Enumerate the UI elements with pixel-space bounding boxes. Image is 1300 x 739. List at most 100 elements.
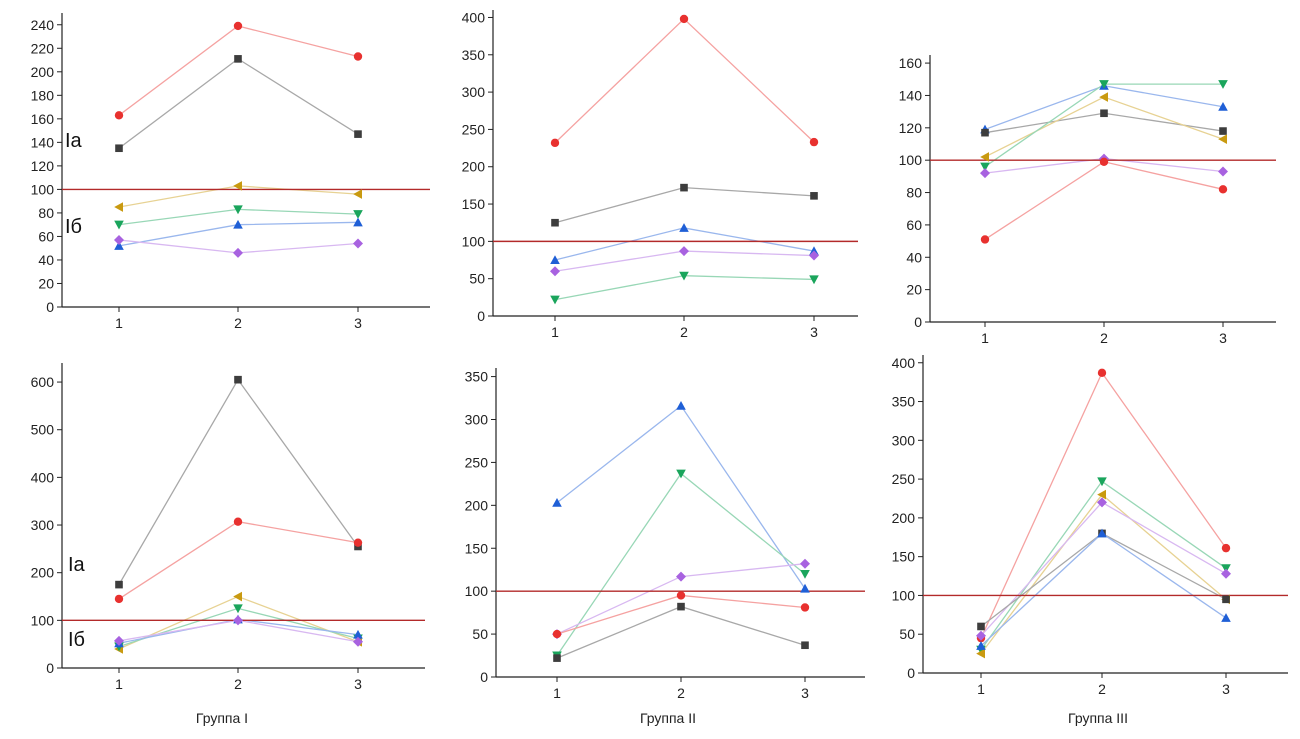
data-point-triangle-left — [976, 648, 985, 659]
data-point-circle — [233, 21, 243, 31]
data-point-diamond — [679, 246, 689, 257]
data-point-circle — [800, 603, 810, 612]
data-point-triangle-up — [233, 219, 243, 229]
y-tick-label: 300 — [462, 84, 486, 100]
data-point-triangle-left — [233, 591, 242, 602]
y-tick-label: 120 — [899, 120, 923, 136]
data-point-diamond — [233, 247, 243, 258]
data-point-triangle-down — [676, 469, 686, 479]
y-tick-label: 20 — [906, 282, 922, 298]
x-tick-label: 1 — [977, 681, 985, 697]
y-tick-label: 250 — [892, 471, 916, 487]
y-tick-label: 250 — [465, 454, 489, 470]
y-tick-label: 200 — [31, 565, 55, 581]
y-tick-label: 400 — [31, 469, 55, 485]
y-tick-label: 350 — [892, 394, 916, 410]
data-point-triangle-up — [976, 641, 986, 650]
series-line-square — [554, 186, 815, 224]
series-line-triangle-up — [556, 404, 806, 589]
x-tick-label: 2 — [1098, 681, 1106, 697]
series-line-triangle-left — [980, 493, 1227, 655]
series-line-triangle-down — [118, 607, 359, 648]
data-point-square — [553, 654, 561, 662]
y-tick-label: 200 — [465, 497, 489, 513]
data-point-diamond — [800, 558, 810, 569]
group-label: Группа II — [640, 710, 696, 726]
y-tick-label: 500 — [31, 422, 55, 438]
y-tick-label: 0 — [46, 299, 54, 315]
group-label: Группа I — [196, 710, 248, 726]
y-tick-label: 160 — [31, 111, 55, 127]
x-tick-label: 2 — [234, 676, 242, 692]
y-tick-label: 100 — [465, 583, 489, 599]
y-tick-label: 60 — [906, 217, 922, 233]
data-point-circle — [233, 517, 243, 526]
group-label: Группа III — [1068, 710, 1128, 726]
x-tick-label: 3 — [810, 324, 818, 340]
data-point-triangle-up — [1097, 528, 1107, 538]
chart-panel-bottom-middle: 0 50 100 150 200 250 300 350 1 2 3 Группа II — [465, 368, 865, 726]
y-tick-label: 160 — [899, 55, 923, 71]
series-line-triangle-down — [980, 480, 1227, 651]
y-tick-label: 250 — [462, 121, 486, 137]
y-tick-label: 400 — [462, 9, 486, 25]
y-tick-label: 0 — [907, 665, 915, 681]
data-point-triangle-down — [1221, 564, 1231, 574]
y-tick-label: 0 — [914, 314, 922, 330]
data-point-square — [977, 622, 985, 631]
y-tick-label: 0 — [480, 669, 488, 685]
data-point-diamond — [1221, 568, 1231, 579]
y-tick-label: 100 — [899, 152, 923, 168]
data-point-circle — [1097, 368, 1107, 378]
zone-label: Ia — [68, 554, 86, 576]
data-point-circle — [550, 138, 560, 148]
data-point-triangle-up — [1221, 613, 1231, 622]
data-point-triangle-down — [233, 604, 243, 614]
data-point-square — [1222, 595, 1230, 604]
data-point-triangle-down — [980, 162, 990, 172]
x-tick-label: 1 — [553, 685, 561, 701]
data-point-square — [234, 55, 242, 63]
y-tick-label: 200 — [462, 159, 486, 175]
y-tick-label: 100 — [31, 181, 55, 197]
data-point-triangle-down — [1097, 477, 1107, 487]
x-tick-label: 1 — [115, 315, 123, 331]
y-tick-label: 50 — [472, 626, 488, 642]
x-tick-label: 2 — [680, 324, 688, 340]
data-point-triangle-up — [550, 255, 560, 265]
series-line-square — [118, 378, 359, 585]
data-point-triangle-left — [233, 181, 242, 191]
data-point-square — [1100, 109, 1108, 118]
y-tick-label: 60 — [38, 228, 54, 244]
data-point-diamond — [353, 636, 363, 647]
data-point-triangle-down — [1218, 80, 1228, 89]
data-point-circle — [679, 14, 689, 24]
data-point-diamond — [676, 571, 686, 582]
zone-label: Iб — [68, 629, 85, 651]
x-tick-label: 3 — [354, 676, 362, 692]
data-point-circle — [353, 538, 363, 547]
y-tick-label: 180 — [31, 87, 55, 103]
y-tick-label: 300 — [892, 432, 916, 448]
data-point-square — [981, 128, 989, 137]
data-point-triangle-left — [114, 202, 123, 212]
zone-label: Ia — [65, 130, 83, 152]
data-point-diamond — [1097, 497, 1107, 508]
y-tick-label: 300 — [31, 517, 55, 533]
zone-label: Iб — [65, 216, 82, 238]
data-point-square — [551, 218, 559, 227]
y-tick-label: 350 — [462, 47, 486, 63]
data-point-diamond — [233, 615, 243, 626]
data-point-square — [677, 602, 685, 611]
data-point-square — [115, 580, 123, 589]
data-point-triangle-up — [552, 497, 562, 507]
y-tick-label: 50 — [899, 626, 915, 642]
y-tick-label: 0 — [46, 660, 54, 676]
data-point-triangle-up — [1218, 101, 1228, 111]
data-point-square — [115, 144, 123, 153]
data-point-circle — [980, 235, 990, 244]
data-point-diamond — [976, 630, 986, 641]
data-point-triangle-down — [550, 295, 560, 305]
y-tick-label: 20 — [38, 275, 54, 291]
